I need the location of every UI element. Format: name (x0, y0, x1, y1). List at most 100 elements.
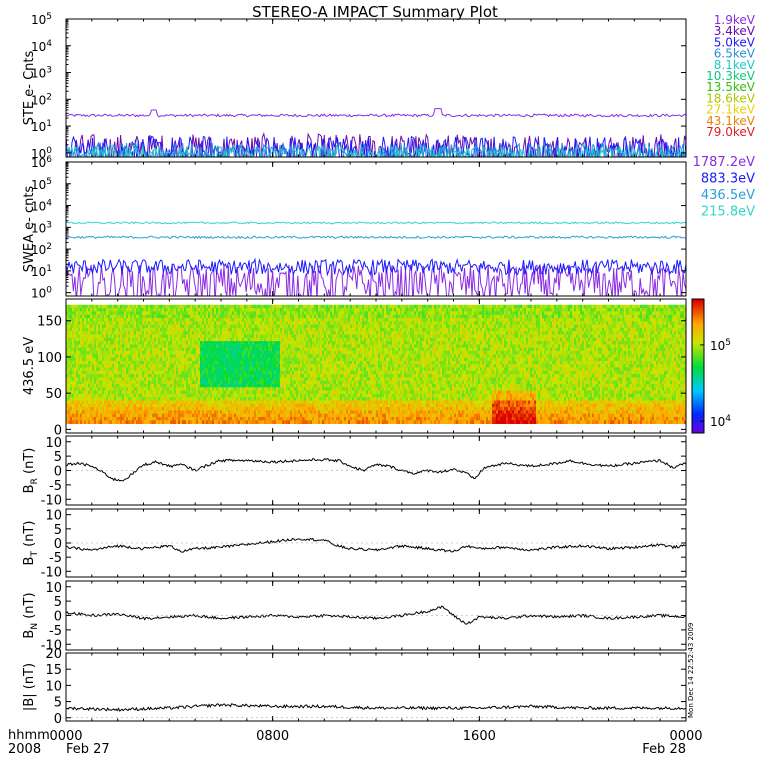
heatmap-cell (144, 304, 147, 309)
heatmap-cell (126, 311, 129, 316)
heatmap-cell (142, 314, 145, 319)
heatmap-cell (152, 397, 155, 401)
heatmap-cell (204, 420, 207, 424)
heatmap-cell (168, 341, 171, 345)
heatmap-cell (68, 400, 71, 405)
heatmap-cell (282, 370, 285, 375)
heatmap-cell (308, 311, 311, 316)
heatmap-cell (214, 407, 217, 411)
heatmap-cell (196, 357, 199, 362)
heatmap-cell (96, 308, 99, 312)
heatmap-cell (258, 367, 261, 372)
heatmap-cell (182, 337, 185, 342)
heatmap-cell (302, 327, 305, 332)
heatmap-cell (276, 360, 279, 365)
heatmap-cell (286, 393, 289, 398)
heatmap-cell (314, 390, 317, 395)
heatmap-cell (78, 416, 81, 421)
heatmap-cell (294, 317, 297, 322)
heatmap-cell (70, 331, 73, 335)
heatmap-cell (96, 331, 99, 335)
heatmap-cell (140, 354, 143, 358)
heatmap-cell (232, 321, 235, 325)
heatmap-cell (206, 327, 209, 332)
heatmap-cell (316, 344, 319, 349)
heatmap-cell (306, 377, 309, 382)
heatmap-cell (116, 304, 119, 309)
heatmap-cell (244, 410, 247, 415)
heatmap-cell (68, 370, 71, 375)
heatmap-cell (324, 324, 327, 329)
heatmap-cell (304, 327, 307, 332)
heatmap-cell (124, 407, 127, 411)
heatmap-cell (122, 413, 125, 418)
heatmap-cell (260, 400, 263, 405)
heatmap-cell (126, 413, 129, 418)
heatmap-cell (296, 380, 299, 385)
heatmap-cell (138, 337, 141, 342)
heatmap-cell (228, 317, 231, 322)
heatmap-cell (142, 334, 145, 339)
heatmap-cell (158, 354, 161, 358)
heatmap-cell (296, 331, 299, 335)
heatmap-cell (226, 407, 229, 411)
heatmap-cell (300, 347, 303, 352)
heatmap-cell (324, 327, 327, 332)
heatmap-cell (202, 347, 205, 352)
heatmap-cell (322, 337, 325, 342)
heatmap-cell (100, 357, 103, 362)
heatmap-cell (106, 387, 109, 391)
heatmap-cell (198, 347, 201, 352)
heatmap-cell (146, 311, 149, 316)
heatmap-cell (276, 377, 279, 382)
heatmap-cell (234, 400, 237, 405)
heatmap-cell (158, 400, 161, 405)
heatmap-cell (180, 350, 183, 355)
heatmap-cell (226, 341, 229, 345)
heatmap-cell (156, 308, 159, 312)
heatmap-cell (266, 400, 269, 405)
heatmap-cell (194, 416, 197, 421)
heatmap-cell (174, 327, 177, 332)
heatmap-cell (298, 317, 301, 322)
heatmap-cell (320, 360, 323, 365)
heatmap-cell (288, 334, 291, 339)
heatmap-cell (88, 374, 91, 378)
heatmap-cell (66, 324, 69, 329)
heatmap-cell (262, 410, 265, 415)
heatmap-cell (134, 367, 137, 372)
heatmap-cell (188, 387, 191, 391)
heatmap-cell (308, 308, 311, 312)
heatmap-cell (122, 347, 125, 352)
heatmap-cell (226, 327, 229, 332)
heatmap-cell (162, 311, 165, 316)
heatmap-cell (298, 357, 301, 362)
heatmap-cell (160, 334, 163, 339)
heatmap-cell (120, 377, 123, 382)
heatmap-cell (190, 413, 193, 418)
heatmap-cell (96, 374, 99, 378)
heatmap-cell (80, 364, 83, 368)
heatmap-cell (256, 403, 259, 408)
heatmap-cell (128, 374, 131, 378)
heatmap-cell (234, 380, 237, 385)
heatmap-cell (80, 387, 83, 391)
heatmap-cell (138, 311, 141, 316)
heatmap-cell (218, 324, 221, 329)
heatmap-cell (318, 337, 321, 342)
heatmap-cell (76, 416, 79, 421)
heatmap-cell (312, 314, 315, 319)
heatmap-cell (166, 413, 169, 418)
heatmap-cell (146, 410, 149, 415)
heatmap-cell (108, 413, 111, 418)
heatmap-cell (70, 410, 73, 415)
heatmap-cell (172, 311, 175, 316)
heatmap-cell (118, 383, 121, 388)
heatmap-cell (154, 410, 157, 415)
heatmap-cell (324, 370, 327, 375)
heatmap-cell (304, 393, 307, 398)
heatmap-cell (102, 360, 105, 365)
heatmap-cell (128, 354, 131, 358)
heatmap-cell (222, 331, 225, 335)
heatmap-cell (194, 304, 197, 309)
